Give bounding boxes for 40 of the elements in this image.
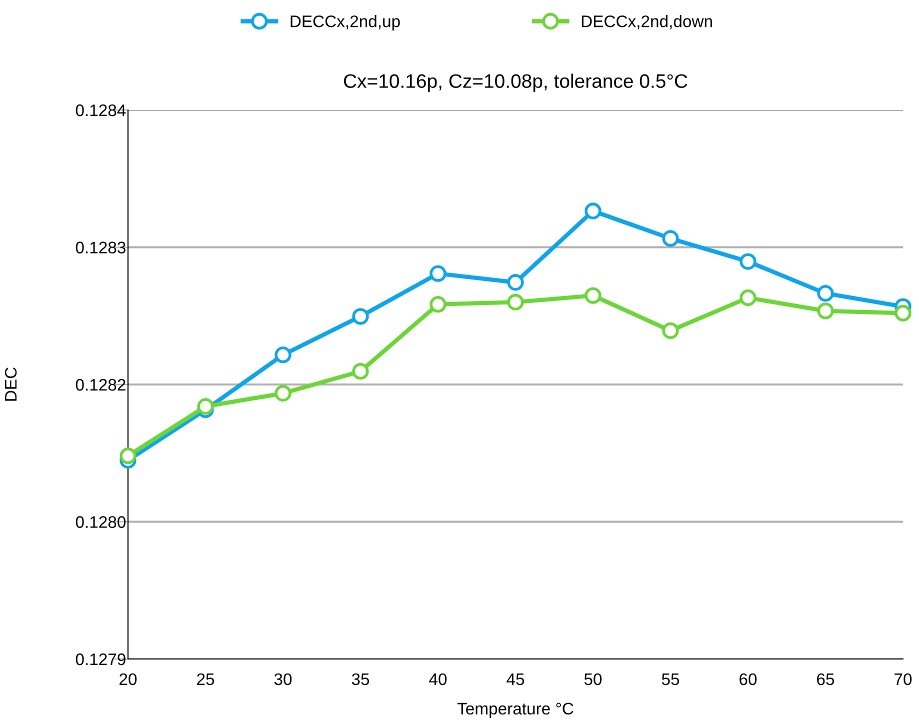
point — [584, 202, 602, 220]
x-tick-label: 40 — [429, 673, 447, 686]
x-tick-label: 50 — [584, 673, 602, 686]
x-tick-label: 60 — [740, 673, 757, 686]
x-tick-label: 55 — [662, 674, 680, 686]
point — [352, 308, 369, 325]
y-tick-label: 0.1283 — [76, 242, 126, 254]
chart-title: Cx=10.16p, Cz=10.08p, tolerance 0.5°C — [344, 74, 688, 92]
point — [507, 274, 524, 291]
x-tick-label: 70 — [894, 673, 912, 686]
y-tick-label: 0.1280 — [76, 516, 126, 528]
x-tick-label: 25 — [197, 673, 214, 686]
point — [740, 253, 756, 270]
y-tick-label: 0.1284 — [76, 104, 126, 116]
point — [662, 322, 679, 340]
point — [584, 287, 602, 304]
point — [662, 230, 679, 247]
point — [894, 304, 912, 322]
point — [430, 265, 446, 282]
y-tick-label: 0.1282 — [76, 378, 126, 391]
x-tick-label: 35 — [352, 673, 370, 686]
point — [740, 289, 756, 306]
legend-label: DECCx,2nd,up — [290, 15, 400, 31]
legend-label: DECCx,2nd,down — [582, 15, 712, 30]
x-tick-label: 30 — [274, 673, 292, 686]
x-axis-title: Temperature °C — [457, 702, 574, 718]
point — [274, 384, 292, 402]
point — [197, 398, 214, 415]
x-tick-label: 45 — [506, 674, 524, 686]
y-axis-title: DEC — [4, 368, 17, 401]
point — [430, 296, 446, 313]
point — [352, 362, 369, 380]
y-tick-label: 0.1279 — [76, 653, 126, 666]
x-tick-label: 65 — [817, 673, 834, 686]
x-tick-label: 20 — [120, 673, 137, 686]
point — [120, 448, 136, 464]
point — [817, 285, 834, 302]
point — [507, 294, 524, 310]
point — [274, 346, 292, 364]
point — [817, 302, 834, 320]
